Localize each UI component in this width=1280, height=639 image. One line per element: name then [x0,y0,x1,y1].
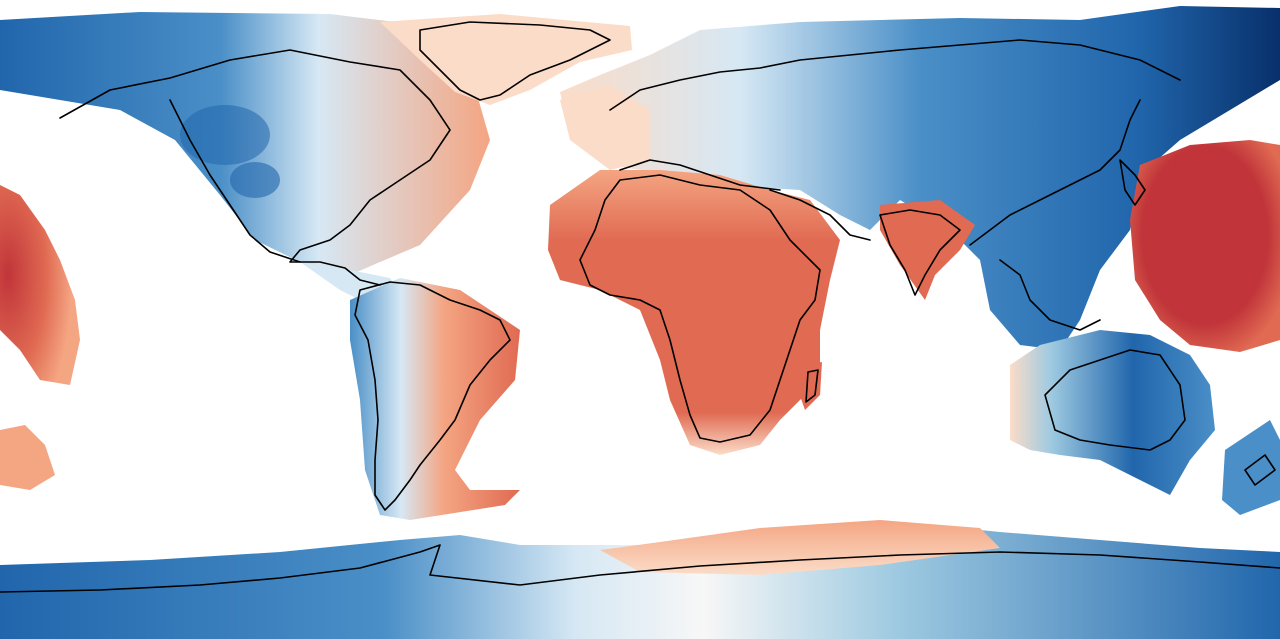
coastline-australia [1044,349,1186,451]
coastline-southeast-asia [999,259,1101,331]
field-africa [548,170,840,455]
coastline-south-america [354,281,511,511]
coastline-new-zealand [1244,454,1276,486]
field-antarctica [0,522,1280,639]
field-new-zealand [1222,420,1280,515]
field-na-dark-core-2 [230,162,280,198]
field-pacific-east [1130,140,1280,352]
field-australia [1010,330,1215,495]
coastline-madagascar [805,369,819,403]
coastline-europe [609,39,1181,111]
field-madagascar [798,362,822,410]
coastline-north-america-west [169,99,301,263]
coastline-north-america [59,49,451,286]
coastline-africa [579,174,821,443]
field-pacific-west [0,185,80,385]
coastlines [0,21,1280,593]
field-south-america [350,278,520,520]
field-na-dark-core [180,105,270,165]
field-eurasia [560,6,1280,350]
field-layer [0,6,1280,639]
coastline-japan [1119,159,1146,206]
field-greenland [380,14,632,105]
coastline-mediterranean [619,159,781,191]
coastline-greenland [419,21,611,101]
field-europe-west [560,85,650,170]
field-pacific-southwest [0,425,55,490]
field-india [880,200,975,300]
coastline-india [879,209,961,296]
coastline-east-asia [969,99,1141,246]
coastline-arabia [769,189,871,241]
field-antarctica-warm [600,520,1000,575]
coastline-antarctica [0,544,1280,593]
